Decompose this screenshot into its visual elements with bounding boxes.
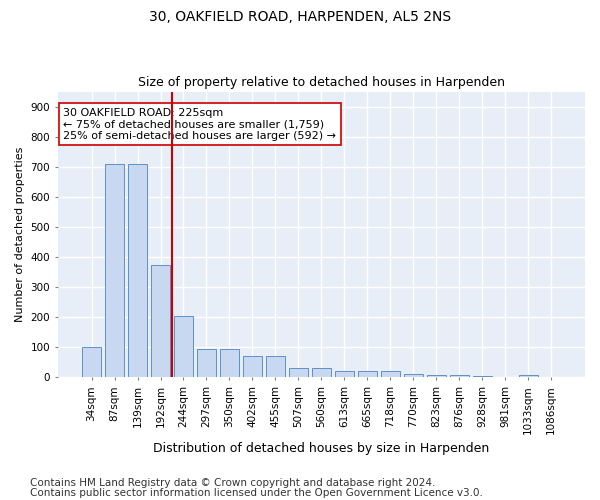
Bar	[311, 368, 331, 378]
Bar	[266, 356, 285, 378]
Bar	[518, 375, 538, 378]
Bar	[427, 375, 446, 378]
Bar	[220, 349, 239, 378]
Bar	[335, 372, 354, 378]
Bar	[473, 376, 492, 378]
Text: 30 OAKFIELD ROAD: 225sqm
← 75% of detached houses are smaller (1,759)
25% of sem: 30 OAKFIELD ROAD: 225sqm ← 75% of detach…	[63, 108, 336, 141]
Bar	[242, 356, 262, 378]
Bar	[174, 316, 193, 378]
Bar	[128, 164, 147, 378]
Text: Contains HM Land Registry data © Crown copyright and database right 2024.: Contains HM Land Registry data © Crown c…	[30, 478, 436, 488]
Bar	[404, 374, 423, 378]
Bar	[197, 349, 216, 378]
Y-axis label: Number of detached properties: Number of detached properties	[15, 147, 25, 322]
Bar	[151, 265, 170, 378]
Bar	[289, 368, 308, 378]
Bar	[82, 348, 101, 378]
Text: Contains public sector information licensed under the Open Government Licence v3: Contains public sector information licen…	[30, 488, 483, 498]
Bar	[449, 375, 469, 378]
Bar	[358, 372, 377, 378]
Title: Size of property relative to detached houses in Harpenden: Size of property relative to detached ho…	[138, 76, 505, 90]
Text: 30, OAKFIELD ROAD, HARPENDEN, AL5 2NS: 30, OAKFIELD ROAD, HARPENDEN, AL5 2NS	[149, 10, 451, 24]
Bar	[105, 164, 124, 378]
Bar	[380, 372, 400, 378]
X-axis label: Distribution of detached houses by size in Harpenden: Distribution of detached houses by size …	[153, 442, 490, 455]
